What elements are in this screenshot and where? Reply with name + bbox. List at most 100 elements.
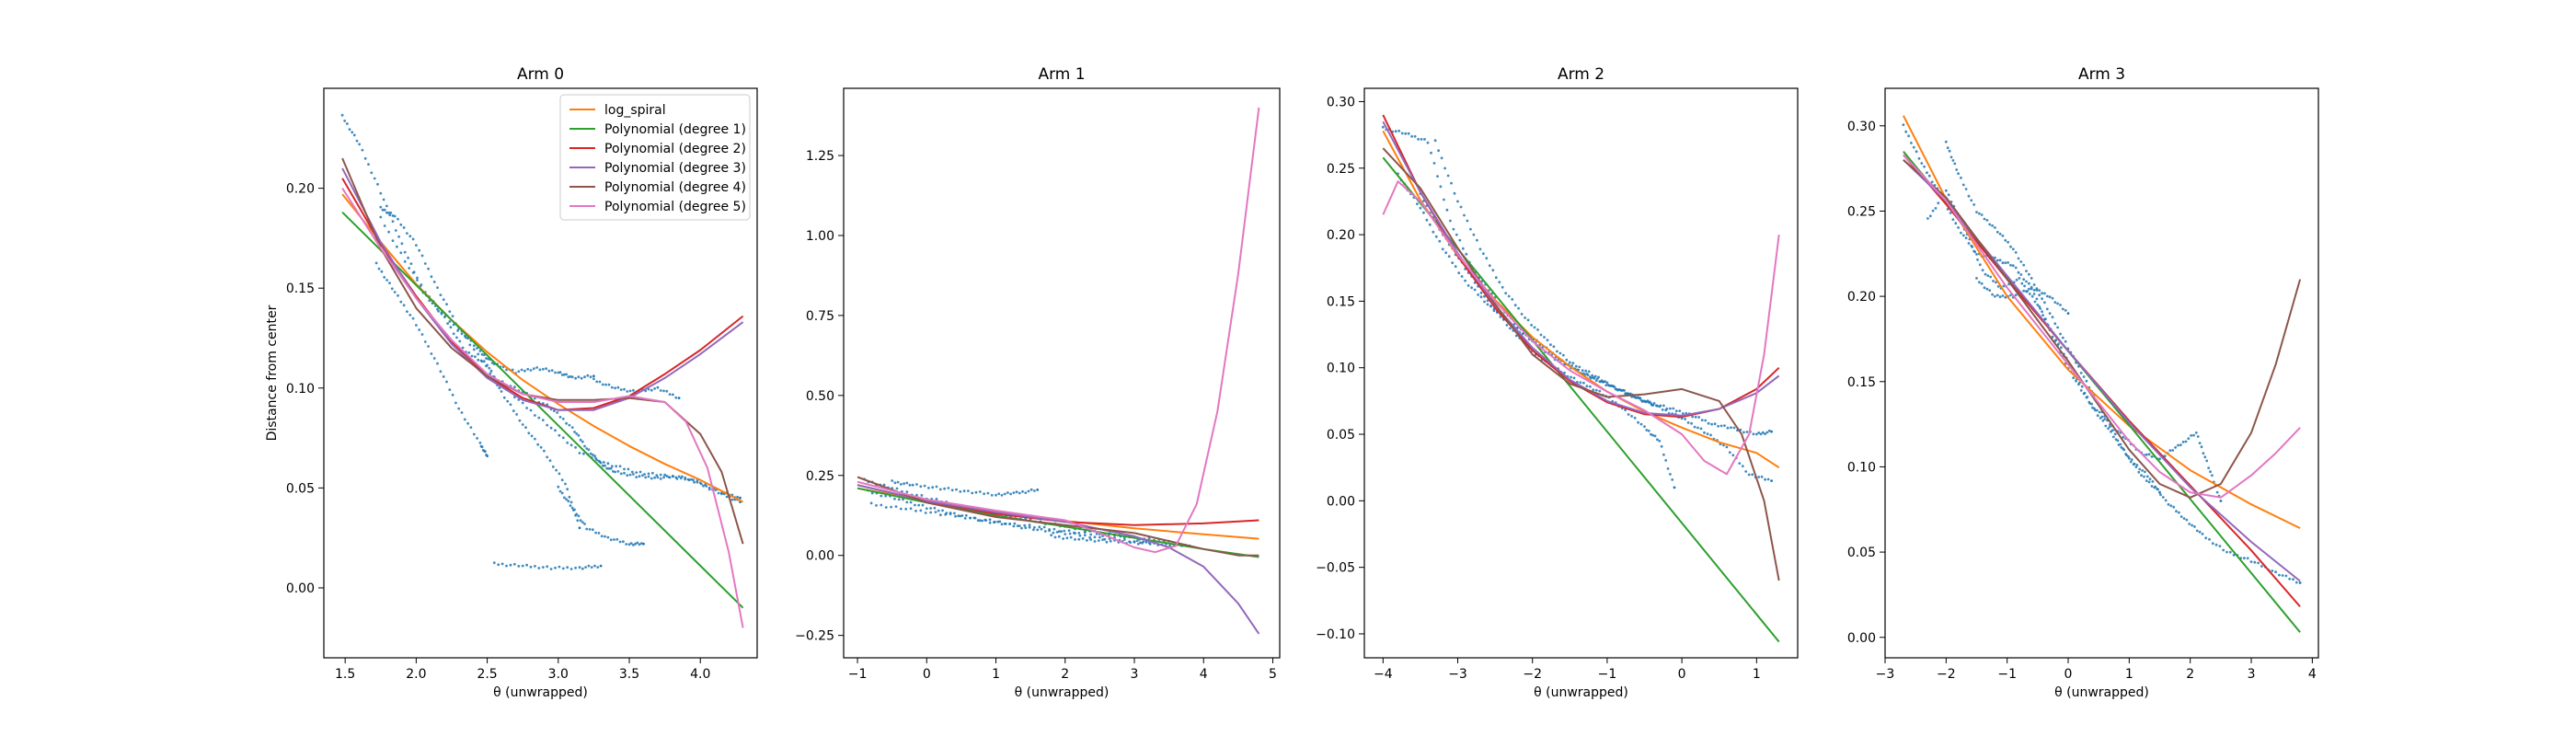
data-point: [448, 310, 452, 313]
data-point: [423, 340, 427, 343]
y-tick-label: 0.20: [1847, 290, 1876, 305]
data-point: [622, 540, 625, 544]
series-line-4: [1903, 159, 2302, 499]
data-point: [581, 567, 584, 570]
data-point: [1678, 409, 1682, 412]
data-point: [610, 465, 614, 468]
data-point: [2249, 560, 2253, 563]
data-point: [1662, 404, 1665, 408]
data-point: [1419, 206, 1422, 210]
data-point: [1985, 287, 1989, 291]
data-point: [1614, 387, 1617, 391]
y-tick-label: 0.75: [806, 309, 834, 324]
data-point: [436, 362, 439, 365]
data-point: [393, 214, 397, 218]
data-point: [1975, 211, 1978, 214]
data-point: [2177, 443, 2179, 447]
data-point: [2111, 435, 2115, 439]
data-point: [978, 519, 982, 523]
data-point: [587, 564, 591, 568]
data-point: [387, 230, 390, 234]
data-point: [397, 293, 399, 297]
data-point: [1582, 372, 1585, 375]
x-tick-label: −2: [1937, 667, 1956, 682]
data-point: [1050, 534, 1053, 537]
data-point: [2028, 282, 2030, 285]
data-point: [653, 476, 656, 479]
data-point: [2192, 433, 2195, 437]
data-point: [383, 224, 386, 227]
data-point: [1717, 424, 1719, 428]
data-point: [1445, 208, 1449, 212]
data-point: [2094, 408, 2097, 412]
data-point: [632, 544, 635, 546]
data-point: [1168, 544, 1172, 547]
data-point: [1643, 425, 1646, 428]
x-tick-label: 0: [1678, 667, 1686, 682]
data-point: [1093, 540, 1097, 543]
data-trace-0: [1381, 125, 1653, 407]
data-point: [1645, 429, 1649, 431]
data-point: [628, 473, 632, 477]
data-point: [935, 498, 938, 500]
data-point: [598, 380, 602, 384]
data-point: [1579, 381, 1582, 385]
data-point: [1526, 318, 1530, 322]
data-trace-3: [869, 501, 1122, 538]
data-point: [549, 568, 553, 570]
data-point: [1562, 353, 1565, 357]
data-point: [693, 480, 696, 484]
data-point: [915, 493, 918, 497]
data-point: [1648, 400, 1651, 404]
data-point: [607, 383, 611, 386]
data-point: [2035, 297, 2039, 301]
data-point: [1423, 138, 1426, 141]
data-point: [2147, 480, 2151, 484]
data-point: [1964, 188, 1968, 190]
x-tick-label: 0: [923, 667, 931, 682]
data-point: [1626, 392, 1629, 396]
data-point: [1078, 534, 1082, 537]
data-point: [2153, 486, 2156, 489]
data-point: [607, 466, 611, 470]
data-point: [2035, 289, 2039, 292]
data-point: [996, 520, 1000, 523]
data-point: [601, 464, 604, 467]
data-point: [2086, 396, 2089, 398]
data-point: [2053, 322, 2057, 326]
data-point: [518, 419, 522, 422]
data-point: [893, 481, 897, 485]
x-tick-label: −3: [1876, 667, 1895, 682]
plot-area: [340, 113, 744, 628]
data-point: [1752, 432, 1755, 436]
data-point: [1499, 316, 1502, 318]
data-point: [497, 563, 500, 567]
data-point: [2145, 479, 2148, 482]
data-point: [517, 398, 521, 401]
data-point: [2017, 270, 2020, 274]
data-point: [570, 426, 574, 429]
data-point: [513, 385, 516, 388]
data-point: [439, 370, 443, 374]
data-point: [420, 254, 424, 258]
data-trace-0: [340, 113, 581, 530]
y-tick-label: 1.25: [806, 149, 834, 164]
y-tick-label: 1.00: [806, 229, 834, 244]
data-point: [960, 514, 964, 517]
data-point: [1574, 364, 1578, 368]
series-line-2: [1382, 114, 1780, 419]
data-point: [1498, 281, 1501, 284]
data-point: [2019, 260, 2023, 263]
data-point: [363, 156, 367, 160]
data-point: [2225, 550, 2228, 554]
data-point: [1995, 293, 1999, 297]
data-point: [927, 487, 930, 489]
data-point: [623, 387, 626, 391]
data-point: [2057, 342, 2061, 346]
data-point: [905, 490, 909, 493]
data-point: [385, 204, 388, 208]
data-point: [1606, 384, 1610, 386]
data-point: [560, 491, 564, 495]
data-point: [521, 423, 524, 426]
